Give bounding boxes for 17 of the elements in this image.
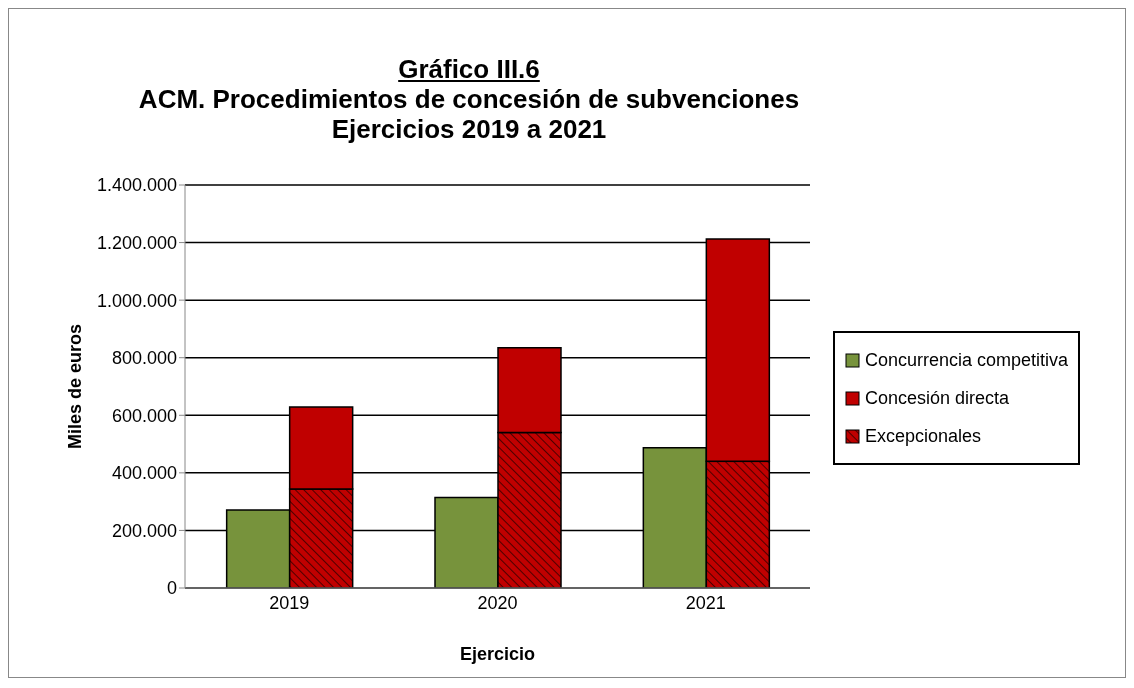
chart-title: Gráfico III.6 ACM. Procedimientos de concesión de subvenciones Ejercicios 2019 a 2021 (137, 54, 801, 144)
y-axis-title: Miles de euros (65, 323, 86, 450)
y-tick-label: 1.200.000 (96, 232, 177, 253)
y-tick-label: 400.000 (111, 463, 177, 484)
legend-label: Concurrencia competitiva (865, 349, 1069, 372)
y-tick-label: 0 (166, 578, 177, 599)
y-tick-label: 1.000.000 (96, 290, 177, 311)
y-tick-label: 800.000 (111, 348, 177, 369)
legend-label: Concesión directa (865, 387, 1010, 410)
x-tick-label: 2019 (269, 592, 310, 613)
x-tick-label: 2020 (477, 592, 518, 613)
y-tick-label: 200.000 (111, 520, 177, 541)
x-axis-title: Ejercicio (459, 644, 536, 664)
x-tick-label: 2021 (685, 592, 726, 613)
legend-label: Excepcionales (865, 425, 982, 448)
y-tick-label: 600.000 (111, 405, 177, 426)
y-tick-label: 1.400.000 (96, 175, 177, 196)
